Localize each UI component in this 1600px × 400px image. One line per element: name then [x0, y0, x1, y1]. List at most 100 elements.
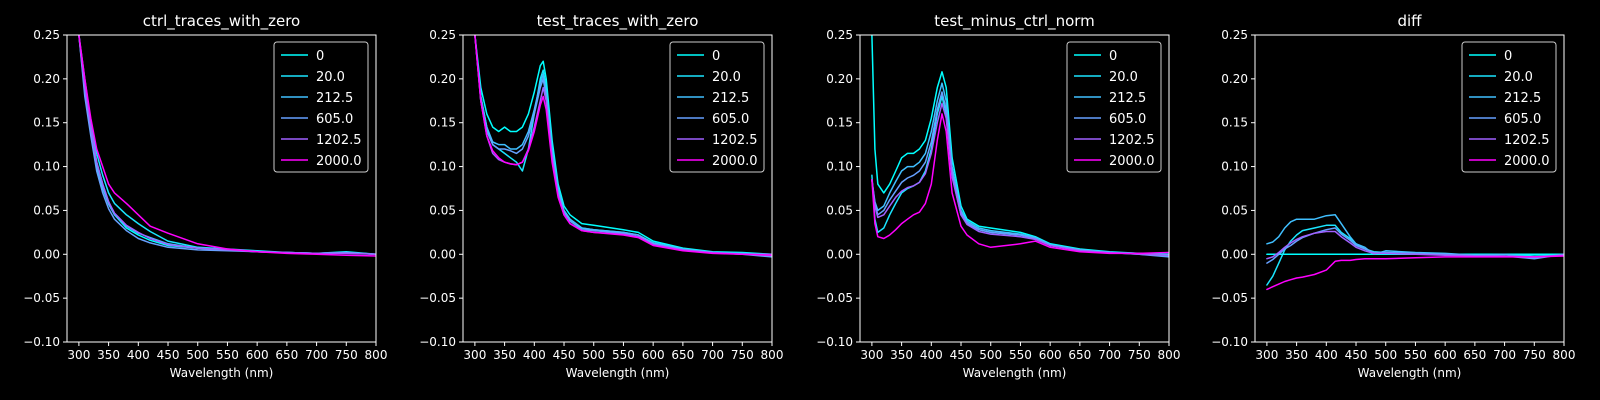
legend-label-0: 0 — [712, 49, 720, 64]
x-tick-label: 800 — [1158, 348, 1181, 362]
x-tick-label: 650 — [275, 348, 298, 362]
x-tick-label: 550 — [1404, 348, 1427, 362]
panel-3: test_minus_ctrl_norm 300 350 400 450 500 550 60… — [816, 12, 1180, 380]
x-tick-label: 700 — [1098, 348, 1121, 362]
series-line-2000.0 — [474, 35, 772, 256]
y-tick-label: −0.05 — [419, 291, 456, 305]
plot-frame — [859, 34, 1170, 343]
x-tick-label: 600 — [246, 348, 269, 362]
x-tick-label: 800 — [365, 348, 388, 362]
y-tick-label: 0.00 — [429, 247, 456, 261]
legend-label-0: 0 — [316, 49, 324, 64]
y-tick-label: 0.10 — [826, 160, 853, 174]
y-tick-label: 0.20 — [429, 72, 456, 86]
x-tick-label: 300 — [1255, 348, 1278, 362]
x-tick-label: 500 — [186, 348, 209, 362]
series-line-1202.5 — [474, 35, 772, 256]
y-tick-label: 0.15 — [826, 116, 853, 130]
legend-label-605.0: 605.0 — [1504, 112, 1541, 127]
y-tick-label: 0.25 — [429, 28, 456, 42]
y-tick-label: 0.00 — [826, 247, 853, 261]
series-line-605.0 — [1266, 227, 1564, 264]
y-tick-label: 0.20 — [33, 72, 60, 86]
y-tick-label: −0.10 — [1211, 335, 1248, 349]
y-tick-label: 0.25 — [1221, 28, 1248, 42]
x-tick-label: 600 — [1434, 348, 1457, 362]
panel-1: ctrl_traces_with_zero 300 350 400 450 500 550 6… — [23, 12, 387, 380]
legend-label-212.5: 212.5 — [316, 91, 353, 106]
legend-label-605.0: 605.0 — [316, 112, 353, 127]
legend-label-212.5: 212.5 — [712, 91, 749, 106]
y-tick-label: −0.05 — [1211, 291, 1248, 305]
x-tick-label: 750 — [1128, 348, 1151, 362]
y-tick-label: 0.25 — [826, 28, 853, 42]
x-tick-label: 650 — [1463, 348, 1486, 362]
series-line-2000.0 — [78, 35, 376, 257]
x-tick-label: 600 — [1039, 348, 1062, 362]
x-tick-label: 300 — [67, 348, 90, 362]
y-tick-label: 0.05 — [826, 203, 853, 217]
y-tick-label: 0.05 — [33, 203, 60, 217]
x-tick-label: 450 — [157, 348, 180, 362]
x-axis-label: Wavelength (nm) — [170, 366, 274, 380]
legend-label-1202.5: 1202.5 — [1504, 133, 1550, 148]
legend-label-212.5: 212.5 — [1109, 91, 1146, 106]
y-tick-label: −0.10 — [419, 335, 456, 349]
x-tick-label: 600 — [642, 348, 665, 362]
panel-4: diff 300 350 400 450 500 550 600 650 700 750 800 −0.… — [1211, 12, 1575, 380]
legend: 0 20.0 212.5 605.0 1202.5 2000.0 — [1461, 41, 1557, 173]
x-tick-label: 350 — [97, 348, 120, 362]
y-tick-label: 0.05 — [1221, 203, 1248, 217]
y-tick-label: 0.15 — [1221, 116, 1248, 130]
legend-label-605.0: 605.0 — [1109, 112, 1146, 127]
series-line-212.5 — [1266, 214, 1564, 259]
legend-label-0: 0 — [1109, 49, 1117, 64]
legend-label-20.0: 20.0 — [316, 70, 345, 85]
series-line-1202.5 — [871, 102, 1169, 256]
legend: 0 20.0 212.5 605.0 1202.5 2000.0 — [1066, 41, 1162, 173]
x-tick-label: 550 — [612, 348, 635, 362]
x-tick-label: 350 — [1285, 348, 1308, 362]
x-axis-label: Wavelength (nm) — [566, 366, 670, 380]
y-tick-label: 0.15 — [429, 116, 456, 130]
x-axis-label: Wavelength (nm) — [1358, 366, 1462, 380]
panel-2: test_traces_with_zero 300 350 400 450 500 550 6… — [419, 12, 783, 380]
legend-label-605.0: 605.0 — [712, 112, 749, 127]
legend-label-2000.0: 2000.0 — [712, 154, 758, 169]
x-tick-label: 550 — [1009, 348, 1032, 362]
legend-label-1202.5: 1202.5 — [1109, 133, 1155, 148]
x-tick-label: 350 — [493, 348, 516, 362]
series-group — [871, 35, 1169, 258]
panel-title: diff — [1397, 12, 1422, 30]
plot-frame — [1254, 34, 1565, 343]
series-line-1202.5 — [1266, 230, 1564, 260]
legend-label-20.0: 20.0 — [712, 70, 741, 85]
y-tick-label: 0.25 — [33, 28, 60, 42]
legend-label-20.0: 20.0 — [1504, 70, 1533, 85]
x-tick-label: 500 — [582, 348, 605, 362]
x-tick-label: 750 — [731, 348, 754, 362]
legend-label-1202.5: 1202.5 — [316, 133, 362, 148]
series-group — [1266, 214, 1564, 291]
x-tick-label: 400 — [523, 348, 546, 362]
x-tick-label: 400 — [127, 348, 150, 362]
legend-label-0: 0 — [1504, 49, 1512, 64]
x-tick-label: 700 — [305, 348, 328, 362]
legend-label-212.5: 212.5 — [1504, 91, 1541, 106]
y-tick-label: 0.10 — [429, 160, 456, 174]
series-line-2000.0 — [871, 113, 1169, 255]
legend: 0 20.0 212.5 605.0 1202.5 2000.0 — [273, 41, 369, 173]
x-tick-label: 450 — [553, 348, 576, 362]
x-axis-label: Wavelength (nm) — [963, 366, 1067, 380]
series-group — [78, 35, 376, 257]
y-tick-label: −0.05 — [23, 291, 60, 305]
legend-label-20.0: 20.0 — [1109, 70, 1138, 85]
x-tick-label: 300 — [463, 348, 486, 362]
x-tick-label: 750 — [335, 348, 358, 362]
x-tick-label: 450 — [1345, 348, 1368, 362]
x-tick-label: 650 — [671, 348, 694, 362]
legend-label-2000.0: 2000.0 — [1109, 154, 1155, 169]
x-tick-label: 300 — [860, 348, 883, 362]
plot-frame — [66, 34, 377, 343]
